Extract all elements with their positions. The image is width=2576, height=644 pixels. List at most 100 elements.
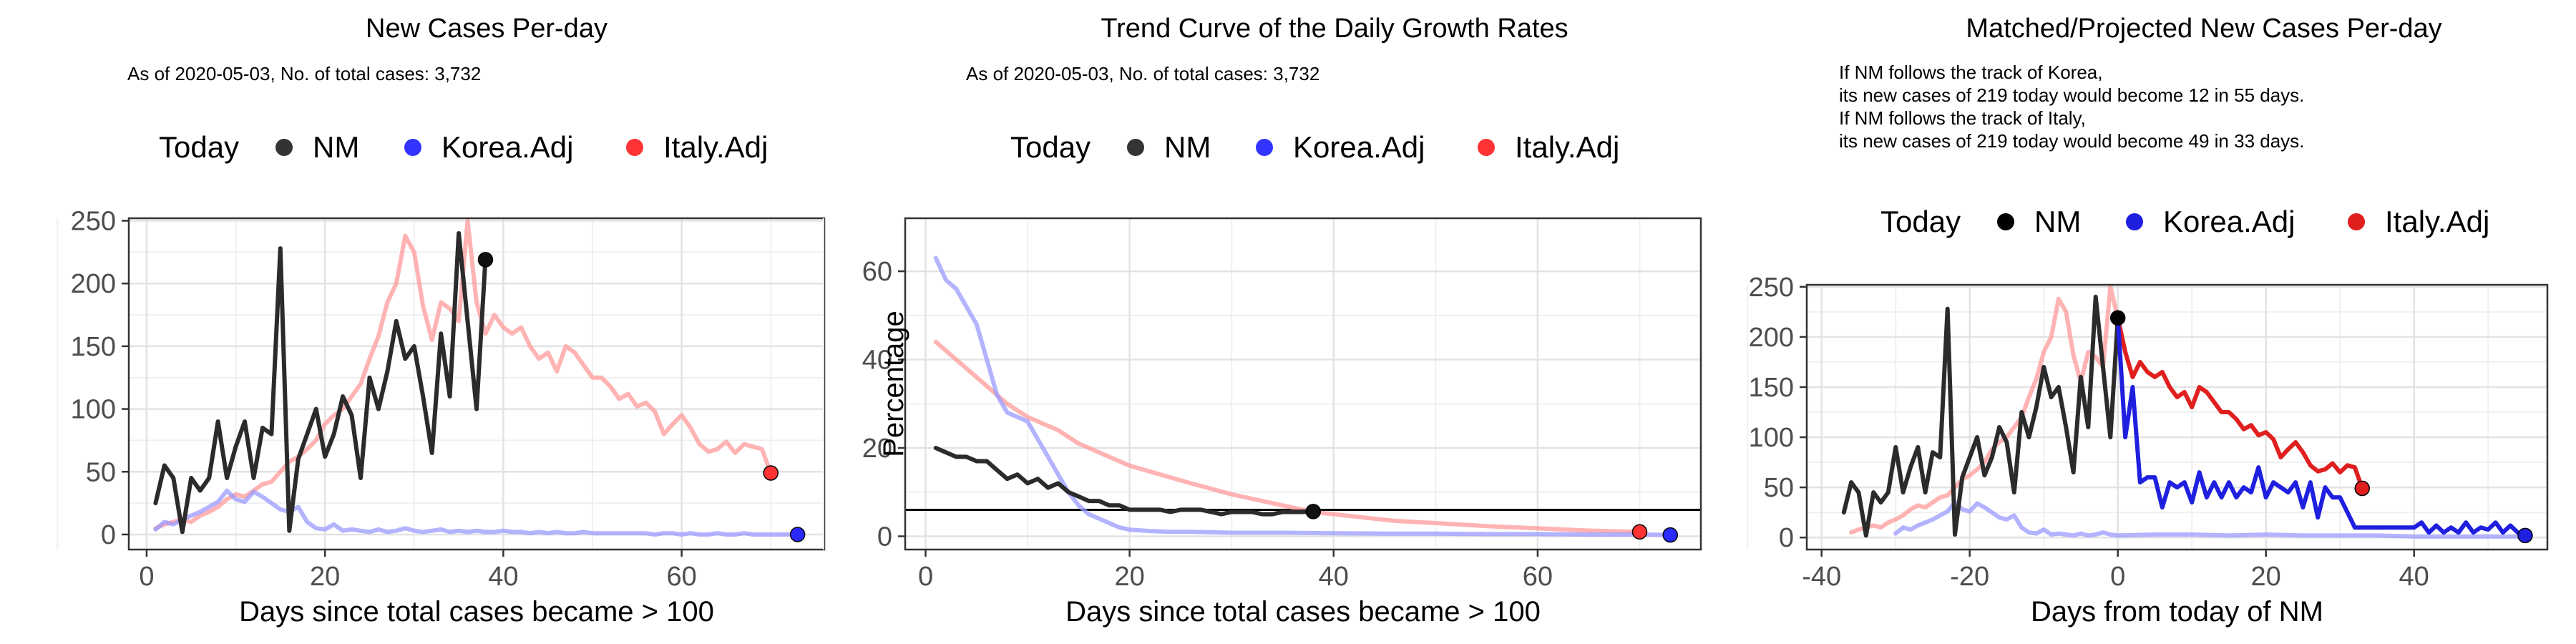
legend-key-nm: [1997, 213, 2014, 230]
legend-label: Korea.Adj: [441, 130, 573, 164]
y-tick-label: 40: [862, 346, 892, 376]
series-line-italy-adj: [1849, 284, 2120, 535]
legend-key-korea-adj: [1256, 139, 1273, 156]
series-line-korea-adj-projected: [2115, 316, 2527, 538]
y-tick-label: 50: [86, 457, 116, 487]
legend-label: Italy.Adj: [663, 130, 768, 164]
y-tick-label: 100: [1749, 423, 1794, 453]
chart-panel-1: New Cases Per-day As of 2020-05-03, No. o…: [57, 14, 826, 628]
endpoint-korea-adj: [2517, 527, 2533, 544]
legend-title: Today: [1010, 130, 1091, 164]
subtitle-line: its new cases of 219 today would become …: [1839, 130, 2304, 152]
legend-label: NM: [313, 130, 359, 164]
x-tick-label: 60: [1523, 562, 1553, 592]
endpoint-italy-adj: [1631, 524, 1648, 540]
chart-subtitle: If NM follows the track of Korea,its new…: [1839, 62, 2304, 152]
x-tick-label: 60: [666, 562, 696, 592]
x-tick-label: 40: [488, 562, 518, 592]
y-tick-label: 150: [1749, 373, 1794, 403]
y-tick-label: 250: [1749, 273, 1794, 303]
axes: -40 -20 0 20 40 0 50 100 150 200 250: [1749, 273, 2429, 592]
plot-area: [57, 217, 826, 551]
endpoint-nm: [1305, 504, 1322, 519]
legend-key-korea-adj: [404, 139, 421, 156]
legend-label: Italy.Adj: [1515, 130, 1619, 164]
x-tick-label: 0: [139, 562, 154, 592]
series-group: [153, 218, 800, 537]
endpoint-korea-adj: [789, 527, 806, 542]
legend-key-italy-adj: [626, 139, 643, 156]
plot-background: [1807, 285, 2547, 550]
plot-border: [904, 217, 1702, 551]
series-line-korea-adj: [153, 488, 800, 537]
plot-background: [905, 218, 1701, 550]
legend: Today NM Korea.Adj Italy.Adj: [1880, 205, 2489, 238]
subtitle-line: If NM follows the track of Korea,: [1839, 62, 2102, 83]
chart-title: New Cases Per-day: [366, 14, 608, 44]
y-tick-label: 0: [877, 522, 892, 552]
x-tick-label: 20: [310, 562, 340, 592]
subtitle-line: If NM follows the track of Italy,: [1839, 107, 2086, 129]
legend-label: Korea.Adj: [2163, 205, 2295, 238]
legend-label: Italy.Adj: [2385, 205, 2489, 238]
series-line-italy-adj: [933, 339, 1642, 535]
series-group: [933, 255, 1673, 537]
series-line-nm: [1841, 294, 2120, 538]
legend-key-korea-adj: [2126, 213, 2143, 230]
plot-border: [127, 217, 826, 551]
endpoint-nm: [477, 252, 494, 268]
endpoint-italy-adj: [763, 465, 779, 481]
x-tick-label: 40: [2399, 562, 2429, 592]
chart-panel-3: Matched/Projected New Cases Per-day If NM…: [1747, 14, 2549, 628]
x-axis-label: Days since total cases became > 100: [239, 596, 714, 628]
x-tick-label: -20: [1950, 562, 1989, 592]
x-tick-label: 20: [1115, 562, 1145, 592]
gridlines: [57, 218, 824, 550]
legend: Today NM Korea.Adj Italy.Adj: [1010, 130, 1619, 164]
series-line-korea-adj: [933, 255, 1673, 537]
legend-key-nm: [1127, 139, 1144, 156]
axes: 0 20 40 60 0 50 100 150 200 250: [71, 207, 697, 592]
x-tick-label: -40: [1802, 562, 1841, 592]
x-axis-label: Days from today of NM: [2031, 596, 2323, 628]
x-axis-label: Days since total cases became > 100: [1065, 596, 1541, 628]
x-tick-label: 40: [1319, 562, 1349, 592]
legend-title: Today: [1880, 205, 1961, 238]
x-tick-label: 20: [2251, 562, 2281, 592]
y-tick-label: 50: [1764, 473, 1794, 503]
chart-title: Matched/Projected New Cases Per-day: [1966, 14, 2441, 44]
y-tick-label: 60: [862, 257, 892, 287]
series-group: [1841, 284, 2527, 539]
plot-area: [1747, 283, 2549, 551]
legend-key-italy-adj: [2348, 213, 2365, 230]
endpoint-nm: [2109, 310, 2126, 326]
legend: Today NM Korea.Adj Italy.Adj: [159, 130, 768, 164]
y-tick-label: 0: [101, 520, 116, 550]
series-line-nm: [153, 231, 488, 535]
chart-subtitle: As of 2020-05-03, No. of total cases: 3,…: [966, 63, 1319, 84]
chart-panel-2: Trend Curve of the Daily Growth Rates As …: [822, 14, 1702, 628]
plot-border: [1805, 283, 2549, 551]
y-tick-label: 200: [1749, 323, 1794, 353]
chart-subtitle: As of 2020-05-03, No. of total cases: 3,…: [127, 63, 481, 84]
subtitle-line: its new cases of 219 today would become …: [1839, 84, 2304, 106]
subtitle-line: As of 2020-05-03, No. of total cases: 3,…: [127, 63, 481, 84]
series-line-nm: [933, 446, 1316, 517]
chart-title: Trend Curve of the Daily Growth Rates: [1101, 14, 1568, 44]
y-tick-label: 200: [71, 269, 116, 299]
legend-title: Today: [159, 130, 239, 164]
endpoint-korea-adj: [1662, 527, 1678, 543]
gridlines: [822, 218, 1701, 550]
y-tick-label: 150: [71, 332, 116, 362]
y-tick-label: 250: [71, 207, 116, 237]
plot-area: [822, 217, 1702, 551]
legend-label: NM: [1164, 130, 1211, 164]
legend-label: Korea.Adj: [1293, 130, 1425, 164]
axes: 0 20 40 60 0 20 40 60: [862, 257, 1553, 592]
series-line-korea-adj: [1893, 500, 2527, 539]
subtitle-line: As of 2020-05-03, No. of total cases: 3,…: [966, 63, 1319, 84]
series-line-italy-adj-projected: [2115, 316, 2365, 491]
endpoint-italy-adj: [2354, 480, 2370, 497]
y-axis-label: Percentage: [878, 311, 909, 457]
